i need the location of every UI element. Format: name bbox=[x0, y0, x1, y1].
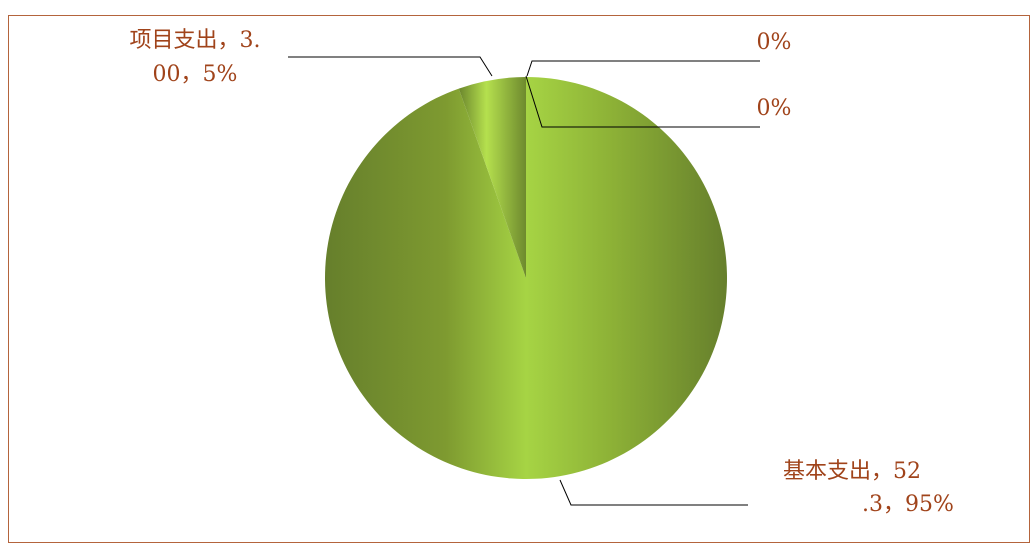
leader-line-1 bbox=[559, 479, 748, 506]
data-label-3-line-1: 0% bbox=[757, 30, 792, 55]
pie-slice-项目支出 bbox=[458, 77, 526, 278]
leader-line-4 bbox=[525, 75, 760, 128]
data-label-2-line-1: 项目支出，3. bbox=[130, 28, 261, 53]
leader-line-2 bbox=[288, 56, 493, 77]
data-label-1-line-2: .3，95% bbox=[862, 492, 954, 517]
data-label-2-line-2: 00，5% bbox=[153, 62, 238, 87]
leader-line-3 bbox=[526, 60, 760, 77]
data-label-1-line-1: 基本支出，52 bbox=[783, 459, 921, 484]
chart-frame bbox=[8, 15, 1030, 543]
data-label-4-line-1: 0% bbox=[757, 96, 792, 121]
